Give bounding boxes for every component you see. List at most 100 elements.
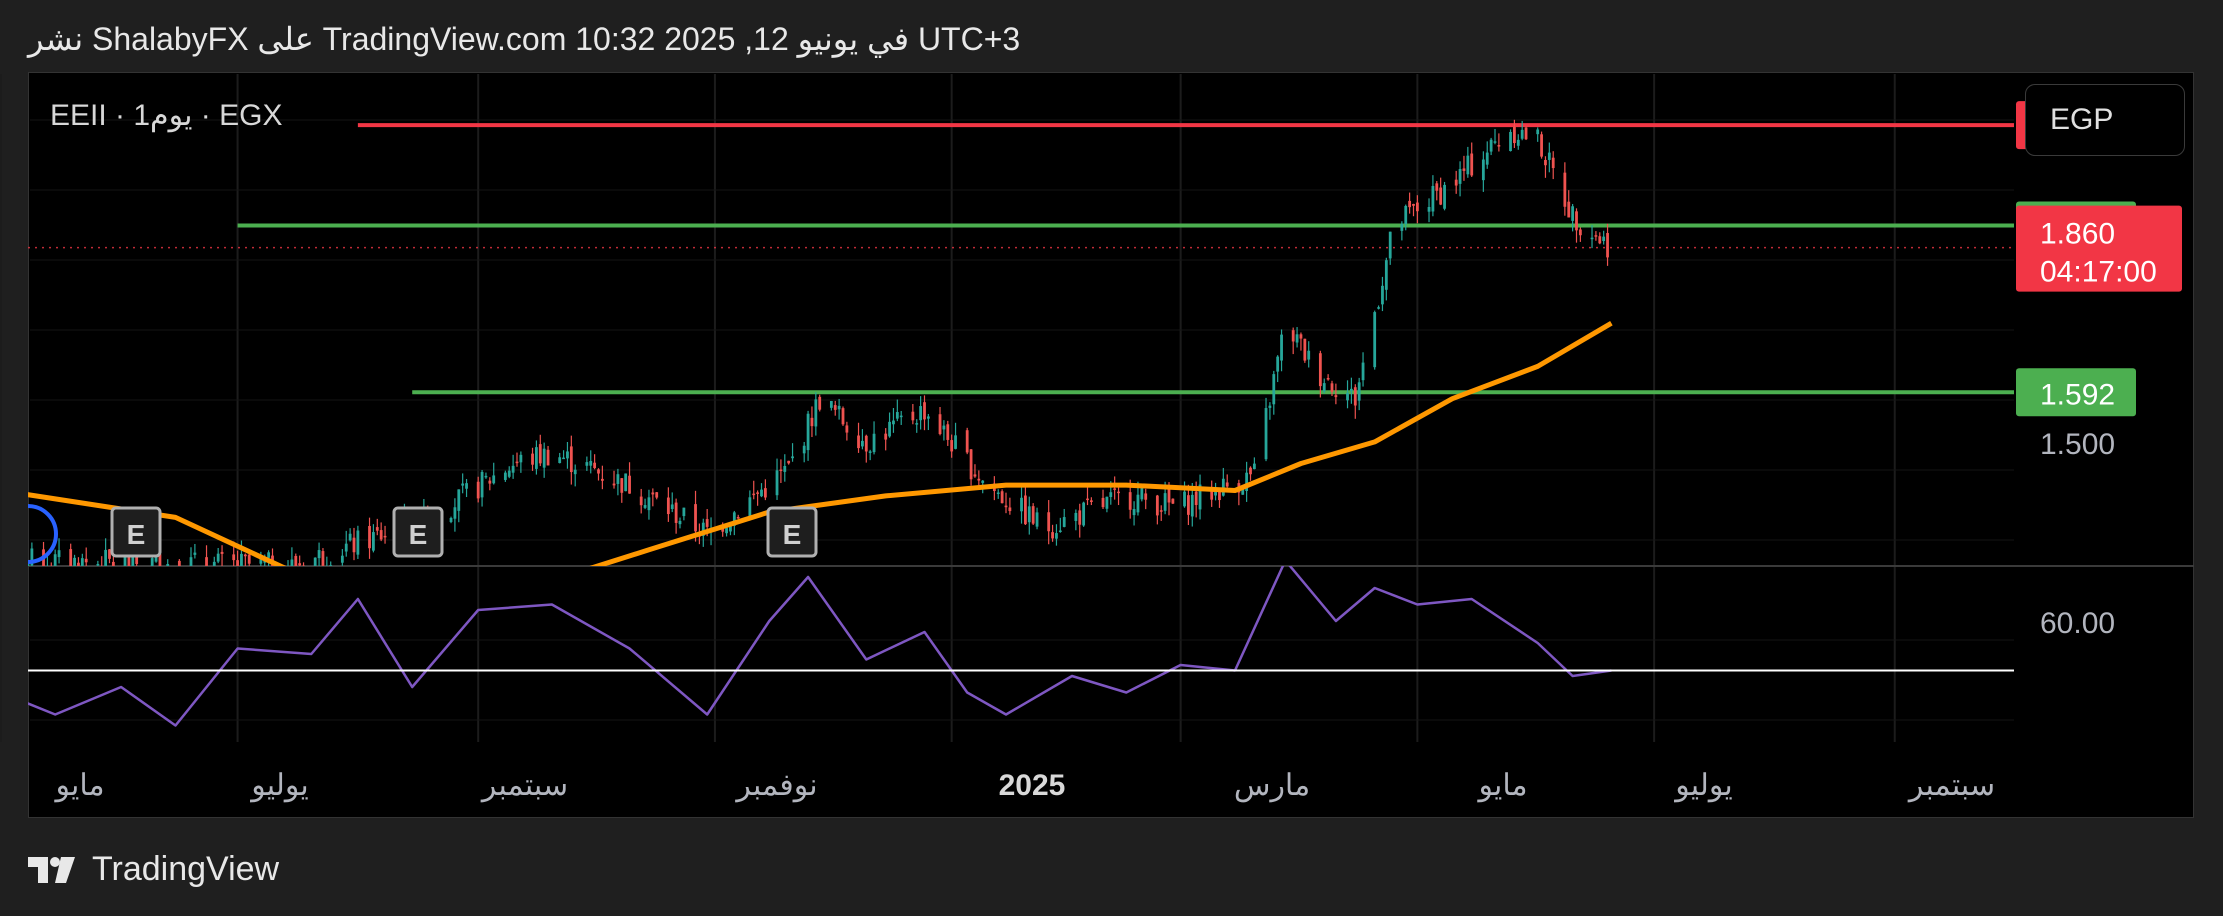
candle-body <box>1140 488 1144 500</box>
candle-body <box>562 457 565 460</box>
candle-body <box>946 424 950 440</box>
candle-body <box>352 537 356 553</box>
candle-body <box>1000 491 1004 504</box>
candle-body <box>1225 482 1229 487</box>
x-axis-tick-label: مارس <box>1234 769 1310 803</box>
candle-body <box>290 559 294 566</box>
candle-body <box>84 558 88 563</box>
candle-body <box>1027 506 1031 523</box>
candle-body <box>123 556 127 566</box>
candle-body <box>1520 129 1524 139</box>
candle-body <box>915 423 919 425</box>
earnings-marker[interactable] <box>392 506 444 558</box>
candle-body <box>348 533 352 541</box>
x-axis-tick-label: سبتمبر <box>480 769 568 803</box>
candle-body <box>1439 187 1443 205</box>
candle-body <box>1458 169 1462 184</box>
candle-body <box>1357 382 1361 401</box>
candle-body <box>69 549 73 566</box>
candle-body <box>1544 159 1547 166</box>
candle-body <box>868 451 872 453</box>
candle-body <box>1462 168 1466 171</box>
candle-body <box>1408 200 1412 208</box>
footer-brand: TradingView <box>92 850 280 888</box>
candle-body <box>154 554 158 562</box>
candle-body <box>1350 388 1353 391</box>
candle-body <box>1004 505 1008 508</box>
symbol-info: EEII · 1يوم · EGX <box>50 99 283 132</box>
candle-body <box>1241 488 1245 495</box>
chart-panel[interactable] <box>28 72 2194 818</box>
earnings-marker[interactable] <box>110 506 162 558</box>
candle-body <box>108 549 111 559</box>
candle-body <box>651 492 655 495</box>
candle-body <box>841 408 845 425</box>
candle-body <box>597 469 600 474</box>
currency-selector[interactable]: EGP <box>2025 84 2185 156</box>
candle-body <box>674 502 678 523</box>
candle-body <box>647 497 651 511</box>
candle-body <box>1047 512 1051 532</box>
candle-body <box>802 445 806 454</box>
candle-body <box>573 469 577 475</box>
candle-body <box>127 555 131 566</box>
candle-body <box>818 396 822 410</box>
candle-body <box>515 461 519 464</box>
x-axis-tick-label: 2025 <box>999 769 1066 802</box>
candle-body <box>670 504 674 510</box>
tradingview-logo[interactable]: TradingView <box>28 850 279 889</box>
candle-body <box>531 453 534 465</box>
candle-body <box>193 552 197 555</box>
candle-body <box>612 483 616 486</box>
candle-body <box>884 433 888 440</box>
candle-body <box>1221 478 1225 496</box>
candle-body <box>1551 157 1555 169</box>
candle-body <box>111 561 115 566</box>
candle-body <box>783 465 787 472</box>
candle-body <box>329 565 333 566</box>
candle-body <box>15 551 18 567</box>
candle-body <box>721 528 725 532</box>
candle-body <box>1427 206 1431 212</box>
candle-body <box>1388 231 1392 259</box>
candle-body <box>1334 395 1338 398</box>
candle-body <box>1606 233 1609 258</box>
candle-body <box>182 568 185 577</box>
candle-body <box>240 553 243 566</box>
candle-body <box>1291 330 1295 342</box>
candle-body <box>1190 494 1194 517</box>
candle-body <box>895 412 899 419</box>
candle-body <box>950 440 954 452</box>
candle-body <box>1346 392 1349 401</box>
candle-body <box>1082 502 1086 526</box>
candle-body <box>1252 463 1256 470</box>
candle-body <box>1113 488 1117 490</box>
candle-body <box>46 567 49 573</box>
earnings-marker[interactable] <box>766 506 818 558</box>
candle-body <box>1031 506 1035 524</box>
candle-body <box>1078 510 1082 525</box>
candle-body <box>1578 229 1582 236</box>
candle-body <box>1412 203 1415 206</box>
candle-body <box>736 516 740 519</box>
candle-body <box>1268 405 1272 408</box>
dividend-marker[interactable] <box>0 504 58 564</box>
earnings-marker-label: E <box>409 519 428 550</box>
candle-body <box>1497 145 1501 147</box>
candle-body <box>232 554 236 561</box>
candle-body <box>1264 408 1268 460</box>
candle-body <box>1105 496 1109 509</box>
last-price-tag[interactable] <box>2016 205 2182 292</box>
candle-body <box>480 471 484 498</box>
price-level-tag[interactable] <box>2016 368 2136 417</box>
candle-body <box>694 504 697 532</box>
candle-body <box>1516 139 1520 146</box>
candle-body <box>19 549 22 553</box>
candle-body <box>383 535 387 538</box>
candle-body <box>655 492 659 498</box>
candle-body <box>1299 334 1303 339</box>
x-axis-tick-label: نوفمبر <box>734 769 817 803</box>
candle-body <box>760 489 763 497</box>
candle-body <box>1384 260 1388 290</box>
